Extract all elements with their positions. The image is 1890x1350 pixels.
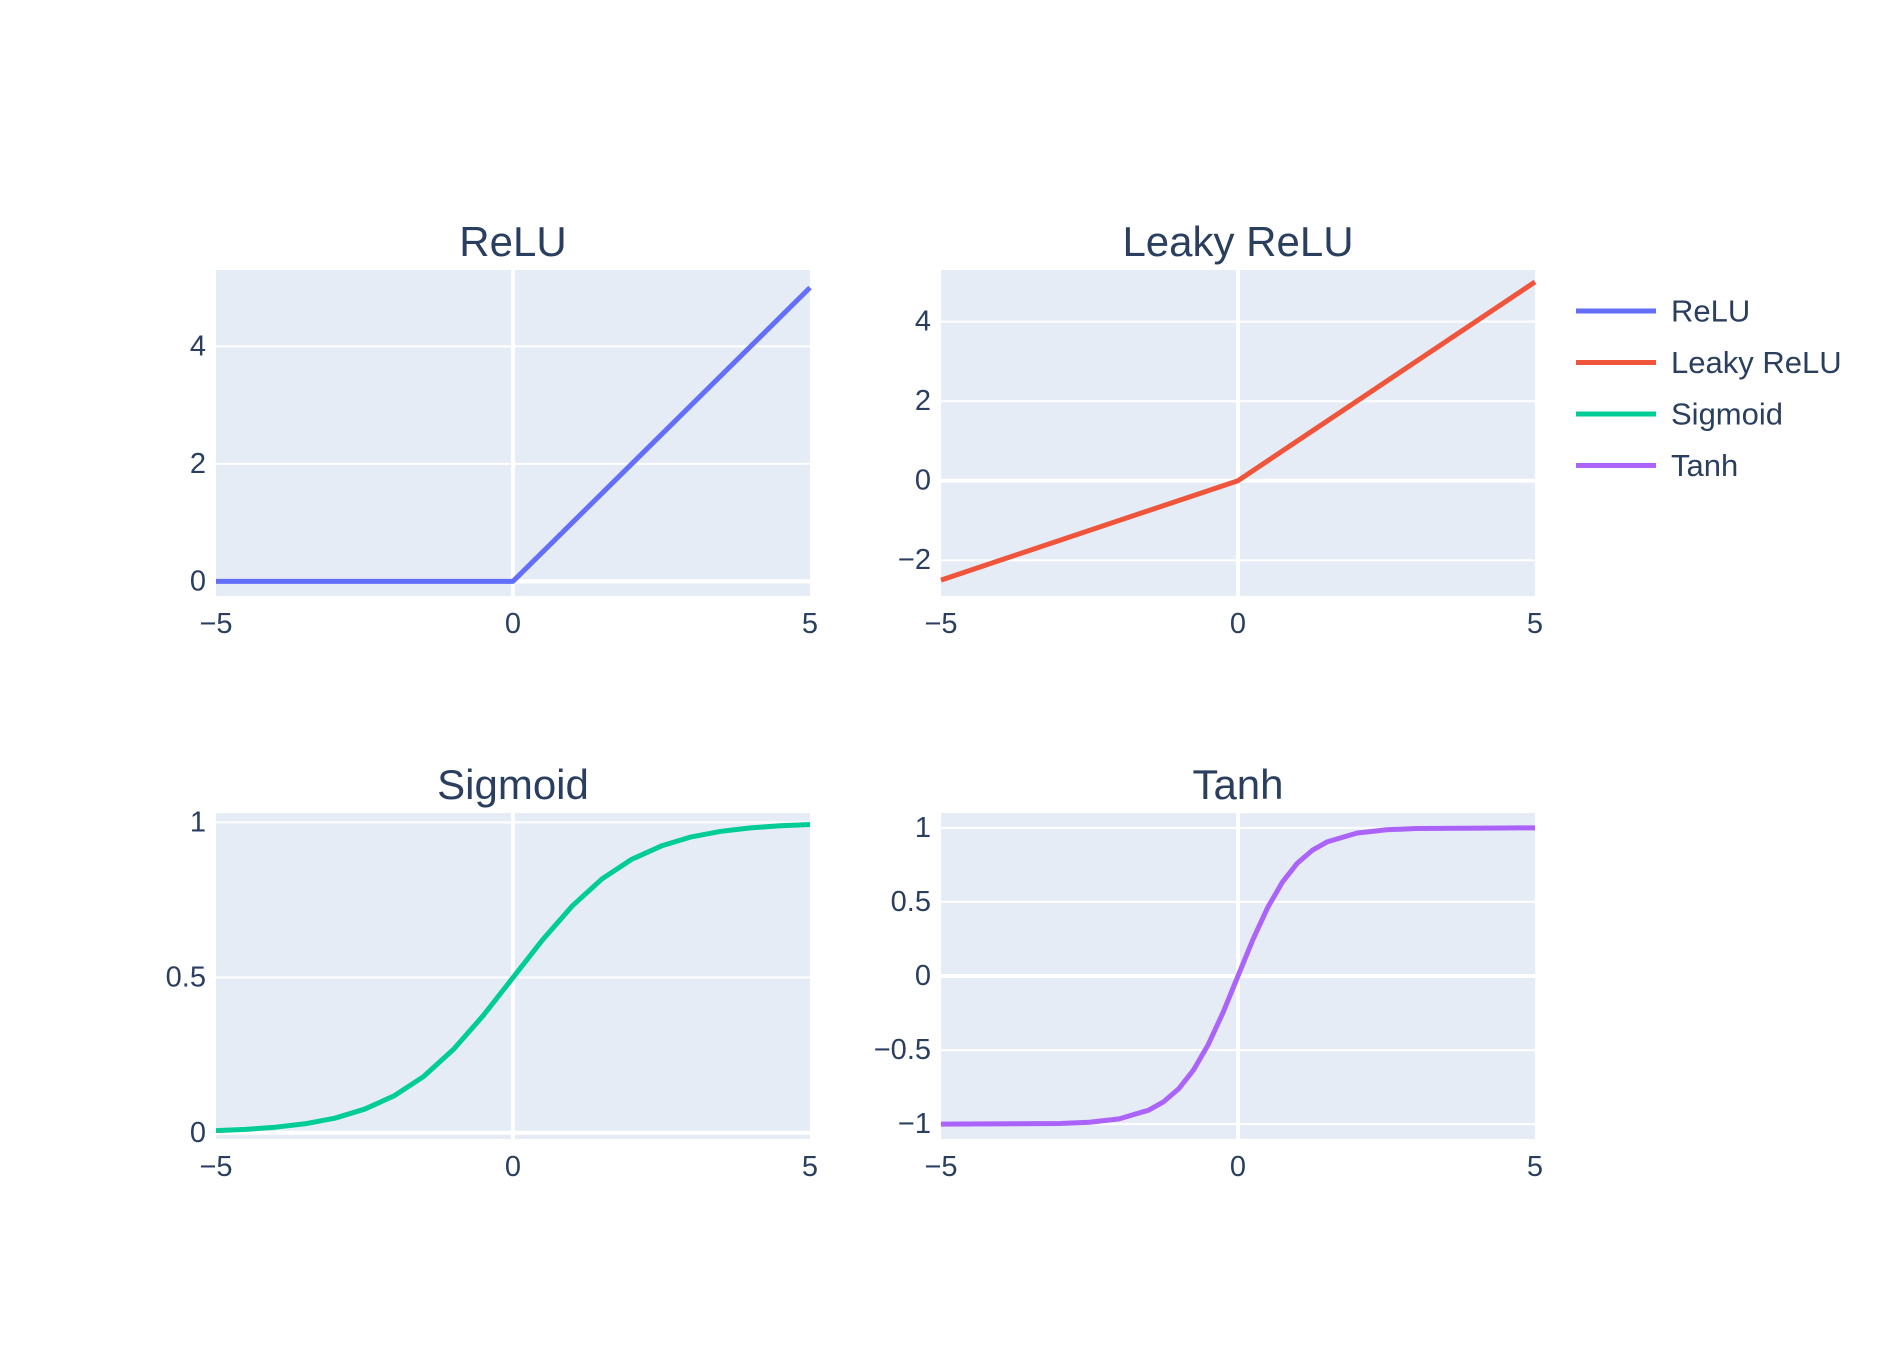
tanh-x-tick-label: 0 — [1230, 1151, 1246, 1183]
sigmoid-x-tick-label: −5 — [199, 1151, 232, 1183]
sigmoid-series-line — [215, 821, 811, 1134]
leaky-relu-x-tick-label: 0 — [1230, 608, 1246, 640]
legend-item-sigmoid[interactable]: Sigmoid — [1576, 397, 1783, 432]
relu-x-tick-label: 5 — [802, 608, 818, 640]
tanh-y-tick-label: −1 — [898, 1108, 931, 1140]
subplot-leaky-relu: −2 0 2 4 −5 0 5 Leaky ReLU — [898, 218, 1543, 640]
leaky-relu-y-tick-label: 0 — [915, 465, 931, 497]
sigmoid-subplot-title: Sigmoid — [437, 761, 589, 808]
legend-label: Tanh — [1671, 448, 1738, 483]
relu-subplot-title: ReLU — [459, 218, 566, 265]
leaky-relu-y-tick-label: −2 — [898, 544, 931, 576]
sigmoid-x-tick-label: 0 — [505, 1151, 521, 1183]
subplot-tanh: −1 −0.5 0 0.5 1 −5 0 5 Tanh — [874, 761, 1543, 1183]
tanh-y-tick-label: 0.5 — [891, 886, 931, 918]
legend-label: Leaky ReLU — [1671, 345, 1842, 380]
leaky-relu-x-tick-label: 5 — [1527, 608, 1543, 640]
leaky-relu-y-tick-label: 2 — [915, 385, 931, 417]
subplot-relu: 0 2 4 −5 0 5 ReLU — [190, 218, 818, 640]
legend-label: Sigmoid — [1671, 397, 1783, 432]
legend-item-relu[interactable]: ReLU — [1576, 294, 1750, 329]
leaky-relu-series-line — [940, 279, 1537, 583]
sigmoid-y-tick-label: 0.5 — [166, 962, 206, 994]
legend: ReLU Leaky ReLU Sigmoid Tanh — [1576, 294, 1842, 483]
relu-y-tick-label: 0 — [190, 565, 206, 597]
sigmoid-y-tick-label: 1 — [190, 806, 206, 838]
tanh-series-line — [940, 825, 1536, 1127]
sigmoid-y-tick-label: 0 — [190, 1117, 206, 1149]
tanh-subplot-title: Tanh — [1192, 761, 1283, 808]
relu-y-tick-label: 4 — [190, 330, 206, 362]
tanh-y-tick-label: 1 — [915, 812, 931, 844]
relu-x-tick-label: −5 — [199, 608, 232, 640]
legend-item-leaky-relu[interactable]: Leaky ReLU — [1576, 345, 1842, 380]
tanh-y-tick-label: −0.5 — [874, 1034, 931, 1066]
tanh-x-tick-label: −5 — [924, 1151, 957, 1183]
legend-item-tanh[interactable]: Tanh — [1576, 448, 1738, 483]
tanh-y-tick-label: 0 — [915, 960, 931, 992]
relu-x-tick-label: 0 — [505, 608, 521, 640]
leaky-relu-y-tick-label: 4 — [915, 306, 931, 338]
tanh-x-tick-label: 5 — [1527, 1151, 1543, 1183]
sigmoid-x-tick-label: 5 — [802, 1151, 818, 1183]
leaky-relu-subplot-title: Leaky ReLU — [1122, 218, 1353, 265]
relu-y-tick-label: 2 — [190, 448, 206, 480]
relu-series-line — [216, 285, 812, 584]
legend-label: ReLU — [1671, 294, 1750, 329]
leaky-relu-x-tick-label: −5 — [924, 608, 957, 640]
